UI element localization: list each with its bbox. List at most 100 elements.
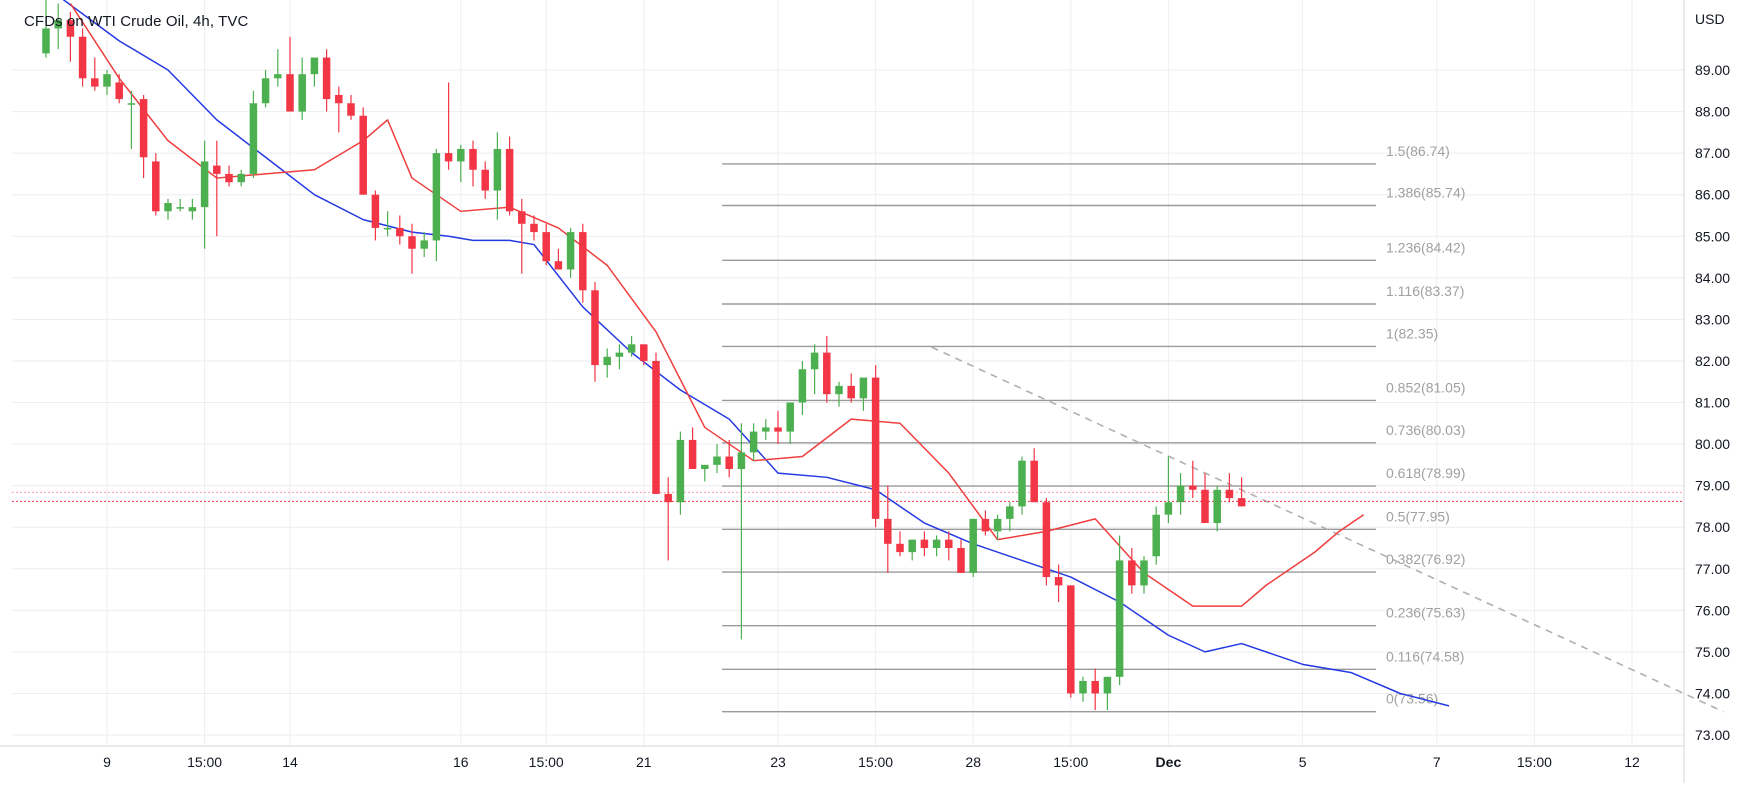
candle-body bbox=[1189, 485, 1197, 490]
fib-level-label: 0.5(77.95) bbox=[1386, 508, 1450, 524]
candle-body bbox=[310, 57, 319, 75]
candle-body bbox=[1042, 502, 1051, 578]
time-axis-label: 14 bbox=[282, 754, 298, 770]
candle-body bbox=[774, 427, 782, 432]
candle-body bbox=[1176, 485, 1185, 503]
fib-level-label: 0.618(78.99) bbox=[1386, 465, 1465, 481]
fib-level-label: 0.852(81.05) bbox=[1386, 379, 1465, 395]
candle-body bbox=[993, 518, 1002, 532]
candle-body bbox=[810, 352, 819, 370]
candle-body bbox=[579, 232, 587, 291]
candle-body bbox=[54, 20, 62, 29]
price-axis-label: 83.00 bbox=[1695, 311, 1730, 327]
candle-body bbox=[322, 57, 331, 100]
price-axis-label: 76.00 bbox=[1695, 602, 1730, 618]
currency-label: USD bbox=[1695, 11, 1725, 27]
candle-body bbox=[115, 82, 123, 100]
candle-body bbox=[261, 78, 270, 104]
candle-body bbox=[1067, 585, 1075, 694]
candle-body bbox=[91, 78, 99, 87]
candle-body bbox=[957, 547, 965, 573]
time-axis-label: 15:00 bbox=[187, 754, 222, 770]
candle-body bbox=[627, 344, 636, 353]
candle-body bbox=[432, 153, 441, 241]
moving-average-blue bbox=[62, 0, 1450, 707]
candle-body bbox=[408, 236, 416, 249]
fib-level-label: 1.5(86.74) bbox=[1386, 143, 1450, 159]
candle-body bbox=[444, 153, 453, 162]
candle-body bbox=[786, 402, 794, 432]
candle-body bbox=[188, 207, 197, 212]
candle-body bbox=[615, 352, 624, 357]
candle-body bbox=[420, 240, 428, 249]
candle-body bbox=[969, 518, 977, 573]
candle-body bbox=[1103, 676, 1112, 694]
candle-body bbox=[823, 352, 831, 395]
price-axis-label: 81.00 bbox=[1695, 395, 1730, 411]
candle-body bbox=[481, 169, 489, 191]
fib-level-label: 0.236(75.63) bbox=[1386, 605, 1465, 621]
time-axis-label: 5 bbox=[1299, 754, 1307, 770]
candle-body bbox=[1115, 560, 1124, 677]
trendline-layer[interactable] bbox=[12, 346, 1724, 713]
candle-body bbox=[908, 539, 916, 553]
time-axis-label: 12 bbox=[1624, 754, 1640, 770]
time-axis-label: 9 bbox=[103, 754, 111, 770]
fib-level-label: 1.386(85.74) bbox=[1386, 184, 1465, 200]
candle-body bbox=[505, 148, 514, 212]
time-axis-label: 7 bbox=[1433, 754, 1441, 770]
candle-body bbox=[664, 493, 672, 503]
fib-level-label: 1.236(84.42) bbox=[1386, 239, 1465, 255]
candle-body bbox=[1213, 489, 1221, 524]
time-axis-label: 23 bbox=[770, 754, 786, 770]
candle-body bbox=[493, 148, 502, 191]
candle-body bbox=[1128, 560, 1136, 586]
time-axis-label: 15:00 bbox=[1053, 754, 1088, 770]
candle-body bbox=[859, 377, 868, 399]
price-axis-label: 84.00 bbox=[1695, 270, 1730, 286]
candle-body bbox=[213, 165, 221, 174]
candle-body bbox=[103, 74, 111, 87]
candle-body bbox=[1030, 460, 1038, 503]
candle-body bbox=[749, 431, 758, 453]
candle-body bbox=[1140, 560, 1148, 586]
candle-body bbox=[835, 385, 843, 395]
price-axis-label: 75.00 bbox=[1695, 644, 1730, 660]
candle-body bbox=[920, 539, 929, 548]
candle-body bbox=[652, 360, 660, 494]
candle-body bbox=[200, 161, 209, 208]
candle-body bbox=[566, 232, 575, 270]
time-axis-label: 15:00 bbox=[858, 754, 893, 770]
price-axis-label: 80.00 bbox=[1695, 436, 1730, 452]
price-axis-label: 87.00 bbox=[1695, 145, 1730, 161]
candle-body bbox=[347, 103, 355, 116]
candle-body bbox=[359, 115, 367, 195]
candle-body bbox=[335, 94, 343, 104]
candle-body bbox=[78, 36, 87, 79]
fib-level-label: 0.116(74.58) bbox=[1386, 648, 1464, 664]
candles bbox=[42, 0, 1246, 711]
time-axis-label: 16 bbox=[453, 754, 469, 770]
fibonacci-levels[interactable]: 1.5(86.74) 1.386(85.74) 1.236(84.42) 1.116(… bbox=[722, 143, 1465, 713]
trendline-dashed[interactable] bbox=[931, 346, 1724, 713]
candle-body bbox=[1152, 514, 1160, 557]
time-axis-label: 21 bbox=[636, 754, 652, 770]
candle-body bbox=[164, 203, 172, 212]
candle-body bbox=[871, 377, 880, 519]
time-axis-label: 15:00 bbox=[529, 754, 564, 770]
candle-body bbox=[396, 227, 404, 237]
candle-body bbox=[762, 427, 770, 432]
price-axis-label: 86.00 bbox=[1695, 187, 1730, 203]
candle-body bbox=[469, 148, 477, 170]
candle-body bbox=[713, 456, 721, 465]
candle-body bbox=[1018, 460, 1026, 507]
candle-body bbox=[932, 539, 941, 548]
candle-body bbox=[1054, 577, 1063, 586]
price-axis-label: 78.00 bbox=[1695, 519, 1730, 535]
candle-body bbox=[1237, 498, 1246, 507]
candle-body bbox=[274, 74, 282, 79]
price-axis-label: 85.00 bbox=[1695, 228, 1730, 244]
candle-body bbox=[896, 543, 904, 553]
